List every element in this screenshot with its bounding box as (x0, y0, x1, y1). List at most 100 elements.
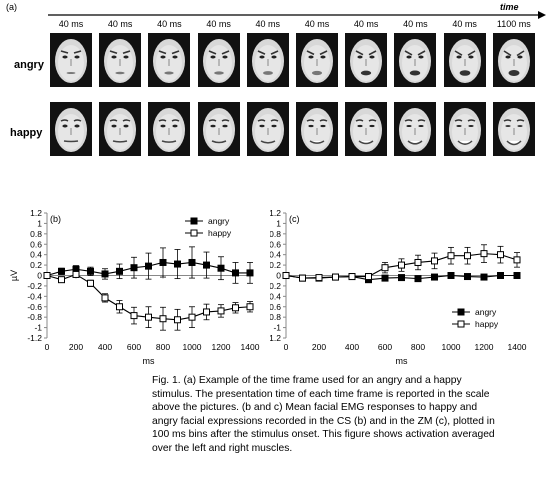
y-tick-label: 0.8 (30, 229, 42, 239)
angry-face-frame (345, 33, 388, 87)
y-tick-label: -0.6 (27, 302, 42, 312)
data-point-happy (232, 304, 239, 312)
angry-face-frame (197, 33, 240, 87)
data-point-angry (203, 261, 210, 269)
frame-duration-label: 40 ms (206, 19, 231, 29)
y-tick-label: 1 (37, 218, 42, 228)
data-point-angry (145, 262, 152, 270)
data-point-happy (116, 303, 123, 311)
x-tick-label: 800 (411, 342, 425, 352)
panel-a-label: (a) (6, 2, 17, 12)
y-tick-label: -1.2 (27, 333, 42, 343)
row-label-angry: angry (14, 59, 44, 71)
x-tick-label: 600 (378, 342, 392, 352)
data-point-angry (480, 273, 488, 281)
frame-duration-label: 40 ms (452, 19, 477, 29)
y-axis-label: µV (9, 270, 19, 281)
y-tick-label: 1.2 (270, 208, 281, 218)
frame-duration-label: 40 ms (304, 19, 330, 29)
data-point-happy (282, 272, 290, 279)
data-point-happy (217, 307, 225, 315)
y-tick-label: 0.2 (270, 260, 281, 270)
x-tick-label: 600 (127, 342, 141, 352)
data-point-happy (203, 308, 210, 316)
caption-line: Fig. 1. (a) Example of the time frame us… (152, 375, 462, 386)
data-point-happy (87, 279, 94, 287)
data-point-angry (130, 264, 138, 272)
data-point-angry (497, 272, 504, 279)
happy-face-frame (345, 102, 388, 156)
happy-face-frame (197, 102, 240, 156)
data-point-happy (299, 274, 306, 282)
x-axis-label: ms (396, 356, 408, 366)
caption-line: above the pictures. (b and c) Mean facia… (152, 402, 478, 413)
data-point-happy (43, 272, 51, 279)
x-tick-label: 200 (69, 342, 83, 352)
legend-marker-happy (457, 320, 465, 328)
legend-label-angry: angry (475, 307, 497, 317)
data-point-happy (130, 312, 138, 320)
happy-face-frame (296, 102, 338, 156)
data-point-happy (348, 273, 356, 281)
row-label-happy: happy (10, 127, 43, 139)
x-tick-label: 400 (98, 342, 112, 352)
data-point-happy (315, 274, 323, 282)
x-tick-label: 200 (312, 342, 326, 352)
y-tick-label: 0 (37, 271, 42, 281)
y-tick-label: 0 (276, 271, 281, 281)
data-point-angry (101, 270, 109, 278)
data-point-angry (513, 272, 521, 279)
y-tick-label: -0.6 (270, 302, 281, 312)
data-point-happy (381, 264, 389, 272)
data-point-angry (464, 273, 471, 281)
caption-line: over the left and right muscles. (152, 442, 293, 454)
frame-duration-label: 40 ms (157, 19, 182, 29)
data-point-happy (72, 270, 80, 278)
frame-duration-label: 40 ms (353, 19, 379, 29)
y-tick-label: 1.2 (30, 208, 42, 218)
x-tick-label: 1400 (241, 342, 260, 352)
happy-face-frame (246, 102, 289, 156)
caption-line: stimulus. The presentation time of each … (152, 388, 490, 400)
chart-panel-b: (b)1.210.80.60.40.20-0.2-0.4-0.6-0.8-1-1… (9, 208, 260, 366)
legend-label-angry: angry (208, 216, 230, 226)
data-point-angry (58, 267, 65, 275)
angry-face-frame (443, 33, 486, 87)
data-point-angry (431, 273, 438, 281)
y-tick-label: 0.2 (30, 260, 42, 270)
frame-duration-label: 40 ms (255, 19, 281, 29)
data-point-angry (174, 260, 181, 268)
caption-line: angry facial expressions recorded in the… (152, 415, 495, 427)
data-point-happy (365, 273, 372, 281)
y-tick-label: -0.2 (27, 281, 42, 291)
happy-face-frame (492, 102, 535, 156)
angry-face-frame (394, 33, 437, 87)
happy-face-frame (50, 102, 92, 156)
data-point-angry (159, 258, 167, 266)
x-tick-label: 1000 (442, 342, 461, 352)
x-tick-label: 800 (156, 342, 170, 352)
y-tick-label: 0.4 (30, 250, 42, 260)
y-tick-label: -0.4 (27, 291, 42, 301)
data-point-angry (447, 272, 455, 279)
x-tick-label: 1200 (212, 342, 231, 352)
happy-face-frame (99, 102, 142, 156)
y-tick-label: 0.8 (270, 229, 281, 239)
panel-label: (b) (50, 214, 61, 224)
happy-face-frame (443, 102, 486, 156)
frame-duration-label: 1100 ms (496, 19, 531, 29)
panel-label: (c) (289, 214, 300, 224)
angry-face-frame (296, 33, 338, 87)
x-tick-label: 0 (284, 342, 289, 352)
data-point-happy (145, 313, 152, 321)
x-tick-label: 1200 (475, 342, 494, 352)
happy-face-frame (148, 102, 191, 156)
y-tick-label: -1 (273, 323, 281, 333)
chart-panel-c: (c)1.210.80.60.40.20-0.2-0.4-0.6-0.8-1-1… (270, 208, 527, 366)
data-point-happy (174, 316, 181, 324)
data-point-happy (246, 303, 254, 311)
x-tick-label: 1000 (183, 342, 202, 352)
data-point-angry (188, 258, 196, 266)
legend-marker-angry (190, 217, 198, 225)
angry-face-frame (50, 33, 92, 87)
